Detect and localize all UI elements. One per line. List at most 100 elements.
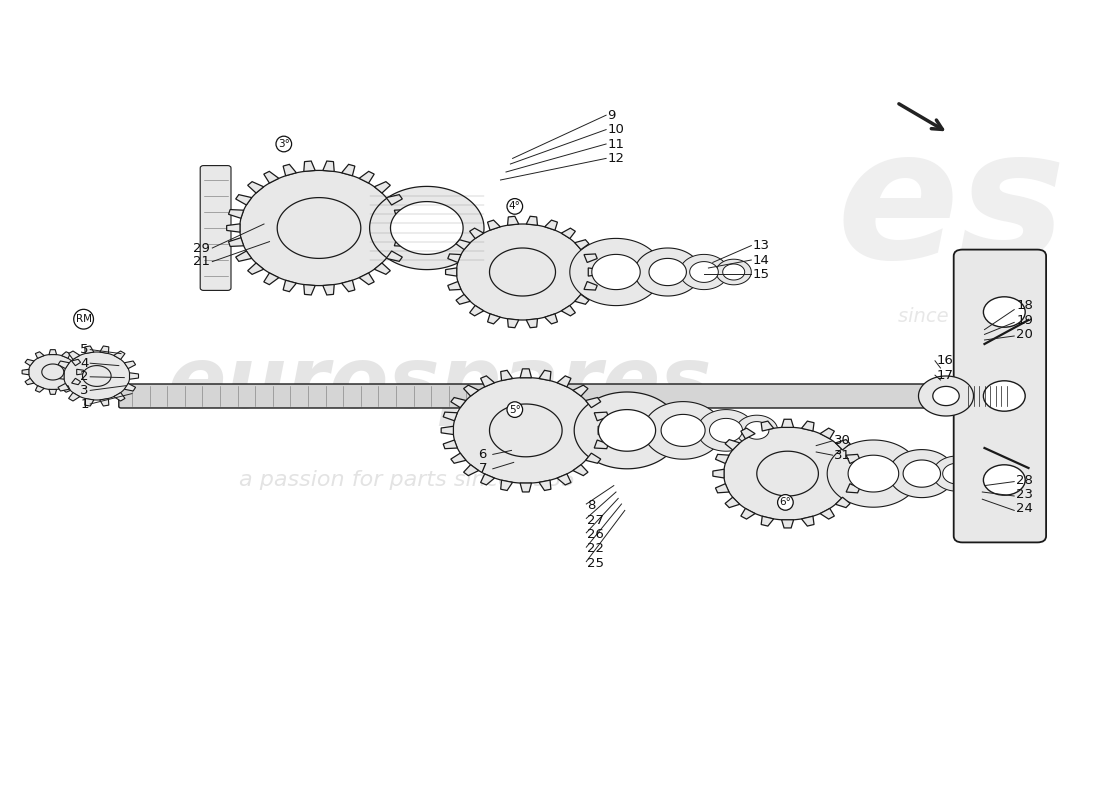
Polygon shape — [100, 398, 109, 406]
Polygon shape — [526, 216, 538, 226]
Polygon shape — [304, 285, 316, 295]
Polygon shape — [588, 268, 600, 276]
Text: RM: RM — [76, 314, 91, 324]
Polygon shape — [235, 194, 252, 205]
Polygon shape — [58, 383, 69, 391]
Polygon shape — [575, 240, 589, 250]
Text: 12: 12 — [607, 152, 624, 165]
Polygon shape — [724, 427, 851, 520]
Polygon shape — [124, 383, 135, 391]
Circle shape — [983, 465, 1025, 495]
Polygon shape — [448, 254, 461, 262]
Text: 7: 7 — [478, 462, 487, 475]
Text: eurospares: eurospares — [167, 342, 713, 426]
Polygon shape — [130, 373, 139, 379]
Text: 22: 22 — [587, 542, 604, 555]
Text: 3°: 3° — [278, 139, 289, 149]
Polygon shape — [113, 351, 125, 359]
Polygon shape — [394, 238, 409, 246]
Text: es: es — [837, 120, 1066, 296]
Text: 4: 4 — [80, 357, 89, 370]
Polygon shape — [451, 398, 466, 408]
Text: 18: 18 — [1016, 299, 1033, 312]
Circle shape — [983, 381, 1025, 411]
Polygon shape — [360, 273, 374, 285]
Polygon shape — [283, 164, 296, 176]
Polygon shape — [598, 426, 611, 434]
Polygon shape — [248, 263, 264, 274]
Polygon shape — [943, 463, 971, 484]
Text: 8: 8 — [587, 499, 596, 512]
Polygon shape — [561, 228, 575, 238]
Text: 15: 15 — [752, 268, 769, 281]
Polygon shape — [68, 393, 80, 401]
Polygon shape — [544, 220, 558, 230]
Polygon shape — [264, 273, 278, 285]
Polygon shape — [585, 453, 601, 463]
Text: 6: 6 — [478, 448, 487, 461]
Polygon shape — [723, 264, 745, 280]
Polygon shape — [903, 460, 940, 487]
Polygon shape — [544, 314, 558, 324]
Polygon shape — [836, 498, 850, 508]
Polygon shape — [715, 454, 729, 463]
Text: 20: 20 — [1016, 328, 1033, 341]
Text: 24: 24 — [1016, 502, 1033, 515]
Text: 21: 21 — [192, 255, 209, 268]
Polygon shape — [72, 378, 80, 385]
Polygon shape — [490, 248, 556, 296]
Text: 1: 1 — [80, 398, 89, 410]
Polygon shape — [745, 422, 769, 439]
Polygon shape — [85, 398, 94, 406]
Text: a passion for parts since 1985: a passion for parts since 1985 — [239, 470, 575, 490]
Text: since 1985: since 1985 — [899, 306, 1004, 326]
Polygon shape — [456, 224, 588, 320]
Polygon shape — [490, 404, 562, 457]
Polygon shape — [690, 262, 718, 282]
Polygon shape — [918, 376, 974, 416]
Polygon shape — [229, 210, 244, 218]
Polygon shape — [29, 354, 77, 390]
Polygon shape — [821, 509, 835, 519]
Polygon shape — [933, 456, 981, 491]
Polygon shape — [782, 419, 793, 427]
Polygon shape — [481, 376, 495, 387]
Text: 6°: 6° — [780, 498, 791, 507]
Polygon shape — [35, 352, 44, 358]
Polygon shape — [62, 352, 70, 358]
Polygon shape — [374, 263, 390, 274]
Polygon shape — [470, 228, 484, 238]
Polygon shape — [229, 238, 244, 246]
Polygon shape — [573, 385, 588, 396]
Polygon shape — [443, 440, 458, 449]
Polygon shape — [644, 402, 723, 459]
Polygon shape — [592, 254, 640, 290]
Polygon shape — [594, 440, 608, 449]
Polygon shape — [573, 465, 588, 476]
Polygon shape — [598, 410, 656, 451]
Polygon shape — [390, 202, 463, 254]
Polygon shape — [394, 210, 409, 218]
Polygon shape — [25, 378, 34, 385]
Polygon shape — [802, 516, 814, 526]
Polygon shape — [487, 314, 500, 324]
Polygon shape — [283, 280, 296, 292]
Text: 29: 29 — [192, 242, 209, 254]
Polygon shape — [649, 258, 686, 286]
Polygon shape — [342, 280, 355, 292]
Text: 13: 13 — [752, 239, 769, 252]
Polygon shape — [761, 516, 773, 526]
Polygon shape — [374, 182, 390, 193]
Text: 14: 14 — [752, 254, 769, 266]
Polygon shape — [487, 220, 500, 230]
Text: 30: 30 — [834, 434, 850, 447]
Text: 25: 25 — [587, 557, 604, 570]
FancyBboxPatch shape — [200, 166, 231, 290]
Polygon shape — [446, 268, 456, 276]
Polygon shape — [322, 285, 334, 295]
Text: 10: 10 — [607, 123, 624, 136]
Text: 31: 31 — [834, 449, 850, 462]
Polygon shape — [304, 161, 316, 171]
Text: 16: 16 — [936, 354, 953, 367]
Polygon shape — [526, 318, 538, 328]
